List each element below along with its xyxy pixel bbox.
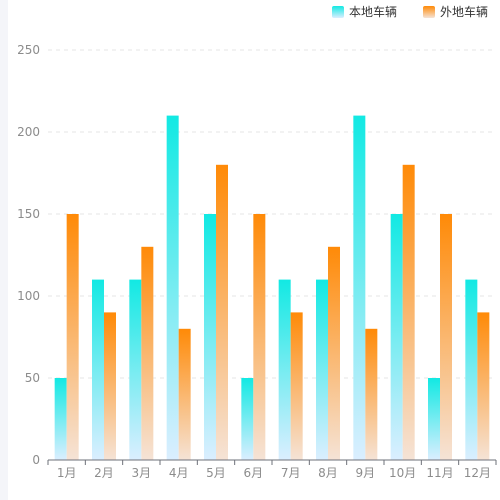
bar-nonlocal-7[interactable] (290, 312, 303, 460)
bar-local-6[interactable] (241, 378, 254, 460)
y-tick-label: 150 (17, 207, 40, 221)
x-axis: 1月 2月 3月 4月 5月 6月 7月 8月 9月 10月 11月 12月 (47, 459, 497, 480)
bar-local-2[interactable] (92, 279, 104, 460)
x-tick-label: 10月 (389, 466, 416, 480)
x-tick-label: 9月 (356, 466, 376, 480)
x-tick-label: 2月 (94, 466, 114, 480)
bars (54, 115, 490, 461)
bar-nonlocal-10[interactable] (402, 164, 415, 461)
bar-local-11[interactable] (428, 378, 440, 460)
bar-nonlocal-5[interactable] (216, 164, 228, 461)
legend-label: 外地车辆 (440, 4, 488, 19)
bar-nonlocal-12[interactable] (477, 312, 490, 460)
bar-nonlocal-6[interactable] (253, 214, 266, 460)
bar-nonlocal-1[interactable] (66, 214, 79, 460)
bar-nonlocal-11[interactable] (440, 214, 452, 460)
bar-local-12[interactable] (465, 279, 478, 460)
legend-label: 本地车辆 (349, 4, 397, 19)
legend-item-local[interactable]: 本地车辆 (332, 4, 397, 19)
bar-local-4[interactable] (166, 115, 179, 460)
x-tick-label: 8月 (318, 466, 338, 480)
chart-panel: 0 50 100 150 200 250 1月 2月 3月 4月 5月 6月 7月 8月 9月 10月 11月… (8, 0, 500, 500)
bar-local-7[interactable] (278, 279, 291, 460)
bar-local-5[interactable] (204, 214, 216, 460)
x-tick-label: 11月 (426, 466, 453, 480)
bar-local-8[interactable] (316, 279, 328, 460)
y-axis-ticks: 0 50 100 150 200 250 (17, 43, 40, 467)
x-tick-label: 12月 (464, 466, 491, 480)
y-tick-label: 100 (17, 289, 40, 303)
x-tick-label: 5月 (206, 466, 226, 480)
bar-nonlocal-4[interactable] (178, 328, 191, 460)
y-tick-label: 0 (32, 453, 40, 467)
bar-nonlocal-2[interactable] (104, 312, 116, 460)
x-tick-label: 1月 (57, 466, 77, 480)
bar-nonlocal-3[interactable] (141, 246, 154, 460)
bar-chart: 0 50 100 150 200 250 1月 2月 3月 4月 5月 6月 7月 8月 9月 10月 11月… (17, 4, 497, 480)
bar-nonlocal-9[interactable] (365, 328, 378, 460)
legend-swatch (332, 6, 344, 18)
legend-swatch (423, 6, 435, 18)
bar-local-3[interactable] (129, 279, 142, 460)
y-tick-label: 200 (17, 125, 40, 139)
legend-item-nonlocal[interactable]: 外地车辆 (423, 4, 488, 19)
bar-nonlocal-8[interactable] (328, 246, 340, 460)
y-tick-label: 50 (25, 371, 40, 385)
legend[interactable]: 本地车辆 外地车辆 (332, 4, 488, 19)
x-tick-label: 3月 (132, 466, 152, 480)
bar-local-1[interactable] (54, 378, 67, 460)
grid-lines (48, 49, 496, 379)
y-tick-label: 250 (17, 43, 40, 57)
bar-local-10[interactable] (390, 214, 403, 460)
x-tick-label: 6月 (244, 466, 264, 480)
x-tick-label: 4月 (169, 466, 189, 480)
bar-local-9[interactable] (353, 115, 366, 460)
x-tick-label: 7月 (281, 466, 301, 480)
